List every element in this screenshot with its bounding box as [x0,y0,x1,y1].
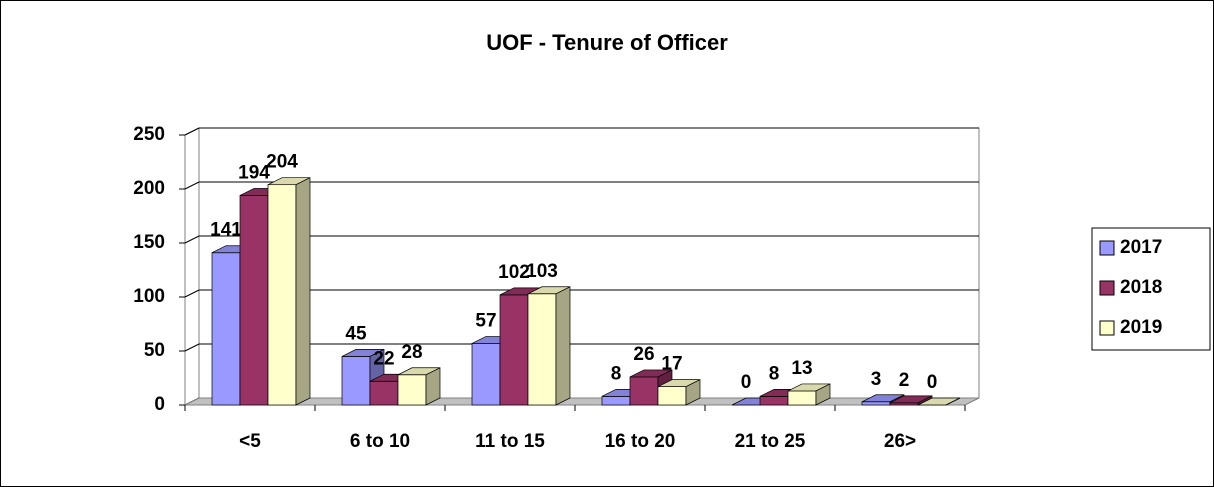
y-tick-label: 100 [133,286,165,307]
grid-line [184,127,200,136]
bar-front [239,195,269,406]
x-tick-label: 6 to 10 [350,431,410,452]
grid-line [184,289,200,298]
legend-label: 2017 [1120,237,1162,258]
legend-swatch [1099,280,1115,296]
y-tick-label: 150 [133,232,165,253]
bar-front [657,386,687,406]
value-label: 3 [871,369,882,390]
bar-front [267,184,297,406]
bar-front [759,396,789,406]
value-label: 141 [210,220,242,241]
y-tick-label: 50 [144,340,165,361]
value-label: 13 [791,358,812,379]
bar-front [369,380,399,406]
bar-front [629,376,659,406]
bar-front [341,356,371,406]
value-label: 28 [401,342,422,363]
legend-swatch [1099,240,1115,256]
bar-front [499,294,529,406]
value-label: 26 [633,344,654,365]
value-label: 45 [345,323,367,344]
x-tick-label: 21 to 25 [735,431,806,452]
x-tick-label: 26> [884,431,916,452]
bar-side [555,286,571,406]
value-label: 194 [238,162,270,183]
bar-front [527,293,557,406]
bar-side [945,397,961,406]
value-label: 102 [498,262,530,283]
chart-title: UOF - Tenure of Officer [486,30,728,55]
y-tick-label: 200 [133,178,165,199]
x-tick-label: 16 to 20 [605,431,676,452]
legend-label: 2019 [1120,317,1162,338]
grid-line [184,181,200,190]
bar-front [861,401,891,406]
value-label: 2 [899,370,910,391]
back-wall [198,127,980,399]
value-label: 204 [266,152,298,173]
legend-label: 2018 [1120,277,1162,298]
bar-side [685,379,701,406]
value-label: 17 [661,354,682,375]
grid-line [184,235,200,244]
bar-front [471,343,501,406]
y-tick-label: 0 [154,394,165,415]
value-label: 103 [526,261,558,282]
value-label: 22 [373,348,394,369]
bar-front [397,374,427,406]
y-tick-label: 250 [133,124,165,145]
value-label: 8 [611,363,622,384]
x-tick-label: 11 to 15 [475,431,545,452]
value-label: 0 [927,372,938,393]
bar-side [295,177,311,406]
bar-front [787,390,817,406]
bar-side [425,367,441,406]
bar-front [601,396,631,406]
value-label: 57 [475,310,496,331]
x-tick-label: <5 [239,431,261,452]
grid-line [184,343,200,352]
bar-side [815,383,831,406]
bar-front [211,252,241,406]
value-label: 0 [741,372,752,393]
value-label: 8 [769,363,780,384]
legend-swatch [1099,320,1115,336]
